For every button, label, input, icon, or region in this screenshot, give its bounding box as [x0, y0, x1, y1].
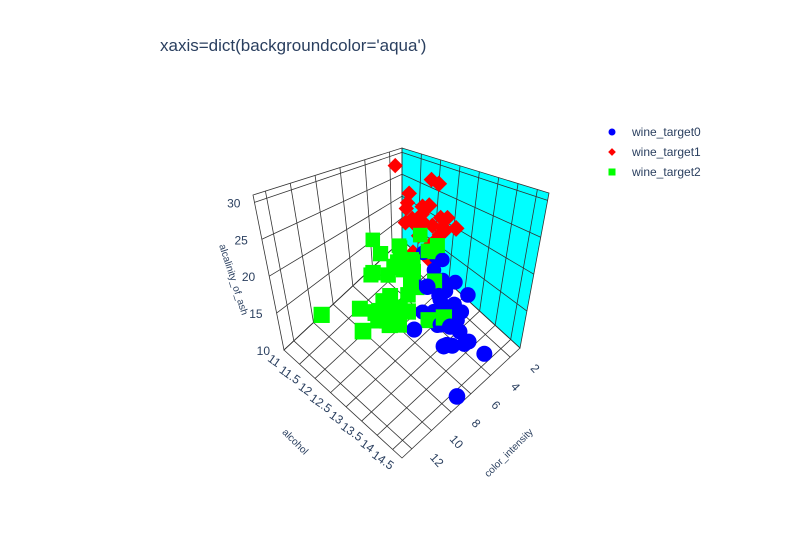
legend-item-wine_target0[interactable]: wine_target0	[608, 125, 702, 139]
wine_target0-point	[476, 345, 493, 362]
wine_target1-point	[447, 219, 465, 237]
z-gridline-y-wall	[269, 195, 403, 277]
z-gridline-x-wall	[401, 152, 548, 201]
chart-title: xaxis=dict(backgroundcolor='aqua')	[160, 36, 426, 55]
wine_target0-point	[419, 278, 436, 296]
z-gridline-y-wall	[276, 217, 403, 314]
z-tick-label: 10	[257, 344, 271, 358]
x-gridline-wall	[314, 175, 334, 305]
wine_target1-point	[420, 197, 438, 214]
z-tick-label: 20	[242, 270, 256, 284]
x-gridline-wall	[364, 159, 373, 268]
wine_target1-point	[439, 209, 456, 226]
wine_target0-point	[441, 318, 459, 335]
z-gridline-y-wall	[254, 152, 403, 203]
wine_target0-point	[447, 274, 463, 290]
wine_target2-point	[391, 238, 407, 254]
y-gridline-floor	[330, 282, 449, 393]
z-gridline-y-wall	[261, 173, 403, 240]
wine_target2-point	[365, 232, 381, 248]
legend[interactable]: wine_target0 wine_target1 wine_target2	[608, 125, 701, 179]
z-tick-label: 30	[227, 196, 241, 210]
legend-marker	[608, 128, 616, 136]
wine_target1-point	[401, 185, 417, 202]
x-gridline-wall	[265, 191, 295, 341]
wine_target2-point	[420, 312, 437, 329]
wine_target1-point	[430, 175, 448, 192]
wine_target0-point	[460, 333, 477, 350]
wine_target0-point	[460, 287, 476, 303]
x-gridline-wall	[289, 183, 314, 323]
z-tick-label: 25	[234, 233, 248, 247]
wine_target0-point	[435, 252, 450, 268]
legend-marker	[608, 168, 616, 176]
z-tick-label: 15	[249, 307, 263, 321]
y-gridline-wall	[463, 171, 480, 297]
wine_target2-point	[367, 304, 385, 322]
wine_target1-point	[424, 217, 441, 234]
wine_target2-point	[390, 316, 407, 333]
wine_target2-point	[354, 322, 372, 340]
z-gridline-x-wall	[401, 173, 541, 238]
x-gridline-floor	[313, 322, 432, 431]
wine_target0-point	[432, 291, 448, 308]
data-points	[313, 157, 493, 405]
y-gridline-wall	[494, 183, 519, 326]
wine_target0-point	[406, 321, 423, 338]
y-gridline-wall	[479, 177, 500, 312]
x-gridline-wall	[339, 167, 354, 286]
x-gridline-wall	[389, 151, 393, 250]
wine_target2-point	[351, 300, 368, 317]
wine_target0-point	[435, 338, 452, 355]
wine_target2-point	[372, 245, 389, 262]
wine_target2-point	[429, 238, 445, 254]
wine_target1-point	[405, 215, 422, 232]
legend-item-wine_target1[interactable]: wine_target1	[608, 145, 701, 159]
x-gridline-floor	[293, 340, 413, 450]
x-gridline-floor	[332, 303, 452, 413]
wine_target1-point	[423, 171, 440, 188]
wine_target1-point	[398, 200, 415, 217]
legend-label: wine_target1	[631, 145, 701, 159]
wine_target0-point	[448, 388, 466, 405]
wine_target1-point	[387, 157, 403, 174]
wine_target2-point	[412, 227, 428, 243]
legend-label: wine_target0	[631, 125, 701, 139]
wine_target2-point	[390, 254, 407, 271]
wine_target2-point	[365, 264, 381, 281]
wine_target2-point	[399, 303, 416, 320]
y-gridline-wall	[510, 189, 538, 340]
legend-marker	[608, 148, 616, 156]
legend-item-wine_target2[interactable]: wine_target2	[608, 165, 702, 179]
legend-label: wine_target2	[631, 165, 701, 179]
scene: 246810121111.51212.51313.51414.510152025…	[216, 147, 550, 480]
wine_target2-point	[313, 306, 330, 323]
wine_target2-point	[402, 277, 419, 293]
wine_target1-point	[413, 206, 430, 223]
